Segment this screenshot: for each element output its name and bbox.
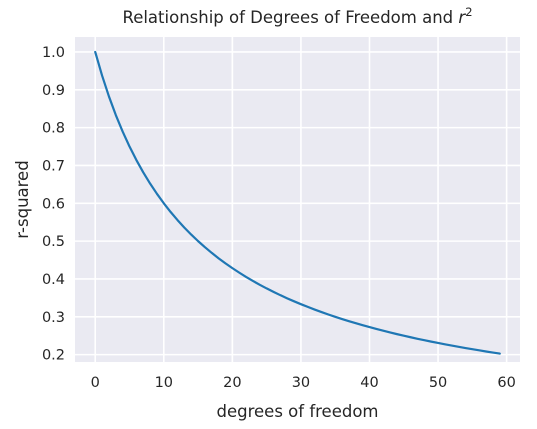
y-tick-label: 0.7 xyxy=(42,158,65,174)
y-tick-label: 1.0 xyxy=(42,45,65,61)
y-tick-label: 0.3 xyxy=(42,310,65,326)
plot-area xyxy=(75,37,520,362)
x-tick-labels: 0 10 20 30 40 50 60 xyxy=(91,375,516,391)
x-tick-label: 20 xyxy=(223,375,241,391)
series-line xyxy=(94,50,501,355)
y-tick-labels: 0.2 0.3 0.4 0.5 0.6 0.7 0.8 0.9 1.0 xyxy=(42,45,65,364)
series-layer xyxy=(94,50,501,355)
x-axis-label: degrees of freedom xyxy=(217,402,379,421)
chart-title: Relationship of Degrees of Freedom and r… xyxy=(122,5,472,27)
y-tick-label: 0.8 xyxy=(42,121,65,137)
x-tick-label: 60 xyxy=(497,375,515,391)
x-tick-label: 10 xyxy=(155,375,173,391)
x-tick-label: 50 xyxy=(429,375,447,391)
y-tick-label: 0.4 xyxy=(42,272,65,288)
y-tick-label: 0.2 xyxy=(42,348,65,364)
chart-title-text: Relationship of Degrees of Freedom and xyxy=(122,8,458,27)
x-tick-label: 0 xyxy=(91,375,100,391)
x-tick-label: 30 xyxy=(292,375,310,391)
y-tick-label: 0.9 xyxy=(42,83,65,99)
y-axis-label: r-squared xyxy=(13,160,32,238)
grid-lines xyxy=(75,37,520,362)
x-tick-label: 40 xyxy=(360,375,378,391)
chart-title-math: r xyxy=(458,8,466,27)
chart-title-superscript: 2 xyxy=(465,5,472,19)
y-tick-label: 0.5 xyxy=(42,234,65,250)
y-tick-label: 0.6 xyxy=(42,196,65,212)
